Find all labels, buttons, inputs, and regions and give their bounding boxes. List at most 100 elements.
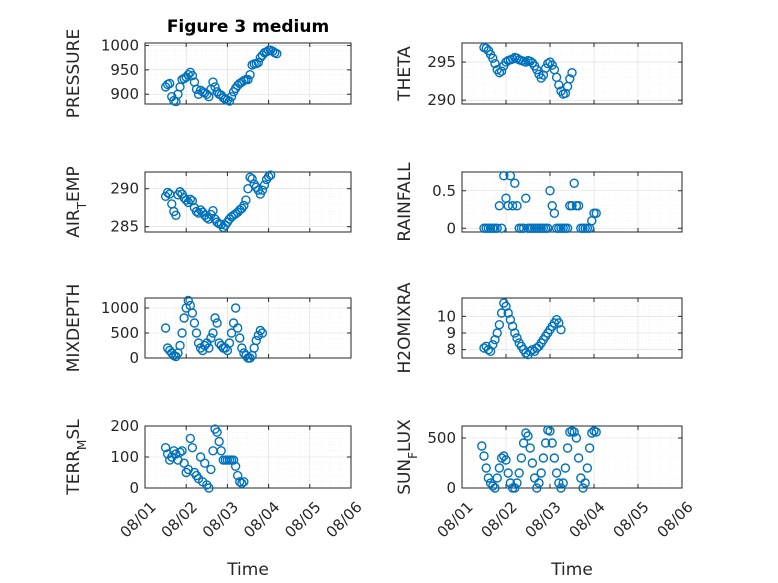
data-point (543, 223, 553, 233)
data-point (510, 483, 520, 493)
data-point (499, 171, 509, 181)
data-point (494, 463, 505, 473)
data-point (241, 195, 251, 205)
data-point (571, 433, 582, 443)
data-point (536, 468, 546, 478)
subplot-mixdepth: 0 500 1000 MIXDEPTH (64, 284, 352, 373)
data-point (183, 70, 193, 80)
data-point (485, 346, 496, 357)
data-point (191, 206, 202, 217)
data-point (545, 186, 555, 196)
data-point (235, 333, 245, 343)
y-tick-label: 10 (437, 307, 456, 325)
data-point (556, 483, 566, 493)
y-tick-label: 1000 (101, 36, 139, 54)
data-point (547, 60, 557, 70)
data-point (257, 328, 268, 338)
data-point (547, 438, 557, 448)
data-point (243, 74, 253, 85)
x-tick-label: 08/03 (199, 498, 242, 541)
data-point (538, 453, 549, 463)
data-point (230, 303, 241, 313)
data-point (549, 208, 560, 218)
data-point (494, 68, 505, 78)
data-point (560, 463, 571, 473)
data-point (521, 193, 531, 203)
data-point (573, 201, 584, 211)
data-point (251, 335, 261, 346)
axes-box (144, 42, 352, 105)
data-point (481, 43, 491, 54)
data-point (204, 214, 214, 224)
x-axis-label: Time (226, 560, 269, 580)
x-tick-label: 08/05 (281, 498, 324, 541)
data-point (496, 308, 507, 318)
data-point (569, 178, 579, 188)
data-point (505, 314, 516, 325)
data-point (518, 438, 529, 448)
data-point (175, 447, 185, 458)
data-point (183, 295, 193, 306)
y-tick-label: 290 (110, 180, 139, 198)
data-point (543, 58, 553, 69)
data-point (189, 318, 200, 328)
data-point (162, 187, 173, 198)
data-point (521, 57, 531, 67)
data-point (187, 70, 198, 81)
data-point (578, 483, 588, 493)
data-point (512, 201, 522, 211)
y-tick-label: 290 (427, 91, 456, 109)
data-point (208, 328, 218, 338)
data-point (587, 428, 597, 438)
data-point (492, 223, 502, 233)
y-axis-label: MIXDEPTH (64, 284, 84, 373)
data-point (237, 343, 247, 353)
y-tick-label: 0.5 (432, 182, 456, 200)
data-point (532, 483, 542, 493)
data-point (181, 195, 191, 205)
data-point (187, 443, 198, 453)
data-point (171, 210, 181, 220)
x-axis-label: Time (550, 560, 593, 580)
data-point (569, 427, 579, 437)
y-axis-label: H2OMIXRA (395, 282, 415, 373)
axes-box (461, 425, 683, 489)
data-point (226, 91, 237, 102)
data-point (200, 458, 210, 468)
data-point (591, 427, 601, 437)
data-point (187, 308, 198, 318)
data-point (554, 318, 564, 328)
data-point (197, 345, 208, 356)
data-point (191, 328, 202, 338)
data-point (204, 343, 214, 353)
data-point (204, 483, 214, 493)
y-tick-label: 8 (446, 341, 456, 359)
data-point (512, 333, 522, 343)
y-tick-label: 200 (110, 417, 139, 435)
data-point (165, 78, 175, 89)
data-point (239, 477, 249, 487)
data-point (230, 461, 241, 471)
data-point (496, 223, 507, 233)
data-point (556, 324, 566, 335)
y-tick-label: 950 (110, 61, 139, 79)
data-point (507, 321, 518, 332)
data-point (514, 468, 524, 478)
data-point (488, 339, 498, 350)
data-point (523, 431, 533, 441)
data-point (494, 319, 505, 330)
data-point (272, 49, 282, 59)
y-axis-label: PRESSURE (64, 29, 84, 118)
x-tick-label: 08/06 (653, 498, 696, 541)
axes-box (461, 171, 683, 233)
data-point (554, 80, 564, 90)
data-point (501, 301, 511, 312)
axes-box (144, 297, 352, 359)
data-point (160, 323, 171, 333)
data-point (503, 201, 513, 211)
data-point (232, 470, 243, 481)
data-point (263, 171, 274, 182)
data-point (226, 328, 237, 338)
data-point (214, 436, 224, 447)
